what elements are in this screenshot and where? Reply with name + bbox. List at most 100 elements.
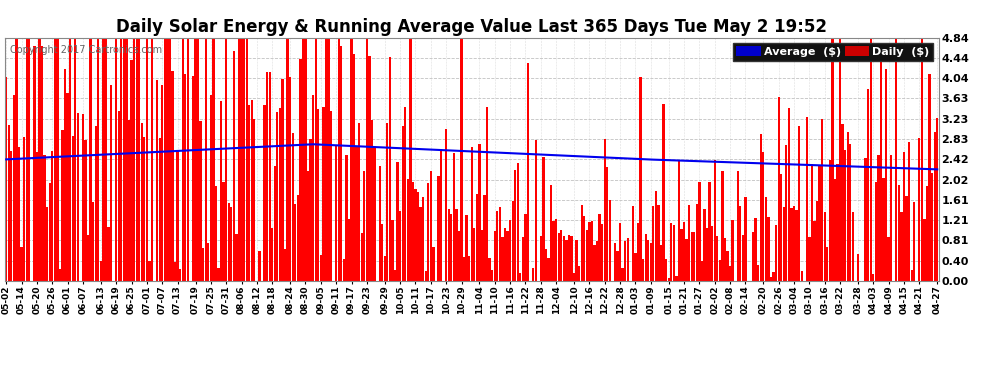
Bar: [722, 171, 724, 281]
Bar: [307, 171, 309, 281]
Bar: [918, 138, 921, 281]
Bar: [494, 231, 496, 281]
Bar: [49, 183, 50, 281]
Bar: [343, 259, 345, 281]
Bar: [223, 182, 225, 281]
Bar: [184, 74, 186, 281]
Bar: [5, 76, 7, 281]
Bar: [276, 111, 278, 281]
Bar: [798, 126, 800, 281]
Bar: [931, 173, 934, 281]
Bar: [624, 241, 627, 281]
Bar: [297, 195, 299, 281]
Bar: [273, 166, 276, 281]
Bar: [246, 38, 248, 281]
Bar: [26, 38, 28, 281]
Bar: [118, 111, 120, 281]
Bar: [895, 38, 898, 281]
Bar: [402, 126, 404, 281]
Bar: [706, 228, 708, 281]
Bar: [291, 133, 294, 281]
Bar: [360, 233, 363, 281]
Bar: [425, 271, 427, 281]
Bar: [368, 56, 370, 281]
Bar: [228, 203, 230, 281]
Bar: [207, 243, 210, 281]
Bar: [34, 46, 36, 281]
Bar: [325, 38, 327, 281]
Bar: [627, 238, 629, 281]
Bar: [586, 230, 588, 281]
Bar: [171, 71, 173, 281]
Bar: [105, 38, 107, 281]
Bar: [463, 257, 465, 281]
Bar: [71, 136, 74, 281]
Bar: [95, 126, 97, 281]
Bar: [233, 51, 235, 281]
Bar: [181, 38, 184, 281]
Bar: [737, 171, 739, 281]
Bar: [210, 95, 212, 281]
Bar: [499, 207, 501, 281]
Bar: [371, 120, 373, 281]
Bar: [549, 185, 552, 281]
Bar: [322, 107, 325, 281]
Bar: [591, 221, 593, 281]
Bar: [358, 123, 360, 281]
Bar: [335, 146, 338, 281]
Bar: [601, 224, 603, 281]
Bar: [573, 273, 575, 281]
Text: Copyright 2017 Cartronics.com: Copyright 2017 Cartronics.com: [10, 45, 161, 55]
Bar: [253, 119, 255, 281]
Bar: [268, 72, 271, 281]
Bar: [192, 76, 194, 281]
Bar: [310, 139, 312, 281]
Bar: [512, 201, 514, 281]
Bar: [824, 212, 826, 281]
Bar: [801, 271, 803, 281]
Bar: [617, 251, 619, 281]
Bar: [496, 211, 498, 281]
Bar: [540, 236, 542, 281]
Bar: [53, 38, 56, 281]
Bar: [517, 163, 519, 281]
Bar: [519, 273, 522, 281]
Bar: [236, 234, 238, 281]
Bar: [509, 220, 511, 281]
Bar: [719, 260, 721, 281]
Bar: [10, 151, 13, 281]
Bar: [654, 191, 657, 281]
Bar: [427, 183, 430, 281]
Bar: [138, 38, 141, 281]
Bar: [869, 38, 872, 281]
Bar: [557, 232, 560, 281]
Bar: [593, 245, 596, 281]
Bar: [568, 235, 570, 281]
Bar: [328, 38, 330, 281]
Bar: [23, 137, 26, 281]
Bar: [788, 108, 790, 281]
Bar: [527, 63, 530, 281]
Bar: [455, 209, 457, 281]
Bar: [378, 166, 381, 281]
Bar: [887, 237, 890, 281]
Bar: [637, 224, 640, 281]
Bar: [660, 245, 662, 281]
Bar: [440, 149, 443, 281]
Bar: [18, 147, 20, 281]
Bar: [877, 155, 879, 281]
Bar: [238, 38, 241, 281]
Bar: [729, 266, 732, 281]
Bar: [685, 239, 688, 281]
Bar: [179, 269, 181, 281]
Bar: [911, 270, 913, 281]
Bar: [168, 38, 171, 281]
Bar: [266, 72, 268, 281]
Bar: [279, 108, 281, 281]
Bar: [793, 206, 795, 281]
Bar: [383, 256, 386, 281]
Bar: [220, 101, 222, 281]
Bar: [212, 38, 215, 281]
Bar: [547, 258, 549, 281]
Bar: [514, 170, 517, 281]
